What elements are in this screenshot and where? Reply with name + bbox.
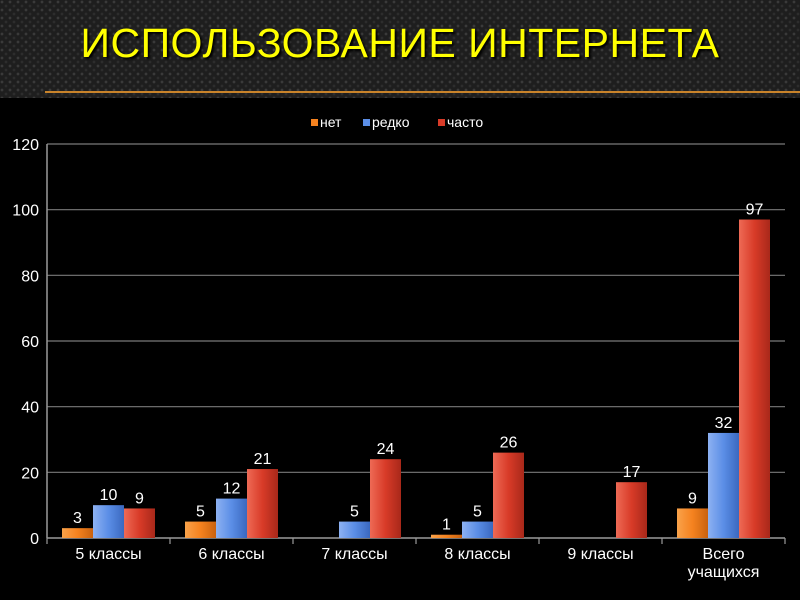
bar-нет [185, 521, 216, 538]
legend-swatch [363, 119, 370, 126]
y-tick-label: 100 [12, 203, 39, 220]
bar-редко [93, 505, 124, 538]
x-tick-label: 5 классы [75, 546, 141, 563]
y-tick-label: 40 [21, 400, 39, 417]
bar-часто [124, 508, 155, 538]
data-label: 32 [715, 415, 733, 432]
data-label: 10 [100, 487, 118, 504]
y-tick-label: 120 [12, 137, 39, 154]
title-banner [0, 0, 800, 98]
data-label: 5 [473, 504, 482, 521]
bar-редко [708, 432, 739, 538]
data-label: 21 [254, 451, 272, 468]
data-label: 5 [350, 504, 359, 521]
bar-редко [339, 521, 370, 538]
legend-label: часто [447, 114, 483, 130]
data-label: 9 [688, 490, 697, 507]
bars [62, 219, 770, 538]
gridlines [47, 143, 785, 473]
bar-часто [616, 482, 647, 538]
y-tick-label: 20 [21, 465, 39, 482]
bar-часто [370, 459, 401, 538]
legend-swatch [438, 119, 445, 126]
data-label: 26 [500, 435, 518, 452]
data-label: 24 [377, 441, 395, 458]
data-label: 5 [196, 504, 205, 521]
bar-нет [431, 534, 462, 538]
data-label: 12 [223, 481, 241, 498]
legend-label: редко [372, 114, 410, 130]
axes: 0 20 40 60 80 100 120 5 классы 6 классы 7 классы 8… [12, 137, 786, 581]
bar-нет [62, 528, 93, 538]
bar-часто [739, 219, 770, 538]
bar-часто [247, 469, 278, 538]
data-label: 17 [623, 464, 641, 481]
data-label: 1 [442, 517, 451, 534]
x-tick-label: Всего учащихся [688, 546, 760, 581]
legend-label: нет [320, 114, 342, 130]
bar-редко [216, 498, 247, 538]
x-tick-label: 6 классы [198, 546, 264, 563]
data-label: 3 [73, 510, 82, 527]
data-label: 9 [135, 490, 144, 507]
title-divider [45, 91, 800, 93]
data-label: 97 [746, 202, 764, 219]
legend: нет редко часто [311, 114, 483, 130]
x-tick-label: 9 классы [567, 546, 633, 563]
x-tick-label: 8 классы [444, 546, 510, 563]
bar-chart: 0 20 40 60 80 100 120 5 классы 6 классы 7 классы 8… [12, 114, 786, 581]
y-tick-label: 60 [21, 334, 39, 351]
y-tick-label: 80 [21, 268, 39, 285]
legend-swatch [311, 119, 318, 126]
bar-нет [677, 508, 708, 538]
y-tick-label: 0 [30, 531, 39, 548]
x-tick-label: 7 классы [321, 546, 387, 563]
bar-редко [462, 521, 493, 538]
bar-часто [493, 452, 524, 538]
slide-title: ИСПОЛЬЗОВАНИЕ ИНТЕРНЕТА [80, 20, 720, 66]
